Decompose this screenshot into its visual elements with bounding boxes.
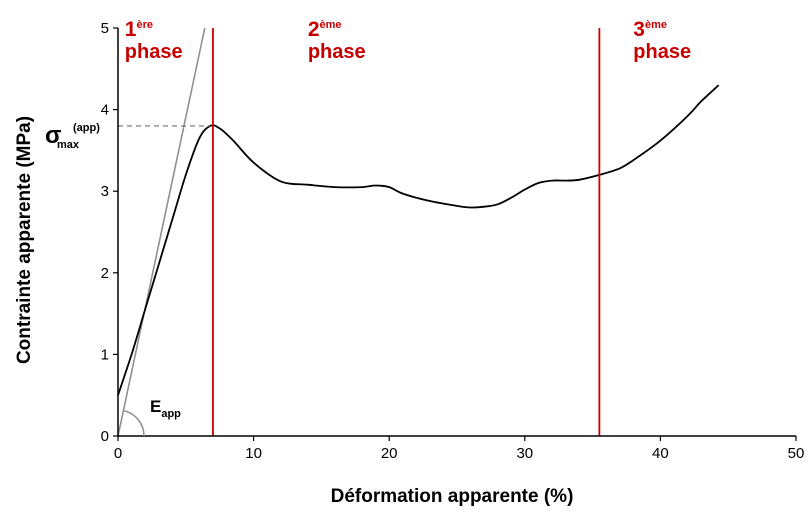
y-tick-label: 1 <box>101 346 109 363</box>
x-tick-label: 0 <box>114 445 122 462</box>
phase-number: 3ème <box>633 18 667 41</box>
y-tick-label: 2 <box>101 265 109 282</box>
tangent-line <box>117 27 206 437</box>
axes: 0 10 20 30 40 50 0 1 2 3 4 5 Déformation apparente (… <box>14 20 804 507</box>
x-tick-label: 20 <box>381 445 398 462</box>
modulus-label: Eapp <box>150 397 181 420</box>
y-tick-label: 4 <box>101 102 109 119</box>
x-tick-label: 10 <box>245 445 262 462</box>
x-tick-label: 30 <box>516 445 533 462</box>
plot-area <box>117 27 720 437</box>
phase-number: 2ème <box>308 18 342 41</box>
y-tick-label: 0 <box>101 428 109 445</box>
modulus-angle-arc <box>123 409 145 437</box>
y-axis-title: Contrainte apparente (MPa) <box>14 116 35 364</box>
y-tick-label: 5 <box>101 20 109 37</box>
sigma-superscript: (app) <box>73 122 100 134</box>
x-axis-title: Déformation apparente (%) <box>331 486 574 507</box>
y-tick-label: 3 <box>101 183 109 200</box>
x-tick-label: 50 <box>788 445 805 462</box>
phase-word: phase <box>125 41 183 63</box>
phase-word: phase <box>308 41 366 63</box>
x-tick-label: 40 <box>652 445 669 462</box>
sigma-symbol: σ <box>45 122 61 149</box>
phase-number: 1ère <box>125 18 153 41</box>
phase-word: phase <box>633 41 691 63</box>
stress-strain-curve <box>117 84 720 396</box>
sigma-subscript: max <box>57 139 80 151</box>
